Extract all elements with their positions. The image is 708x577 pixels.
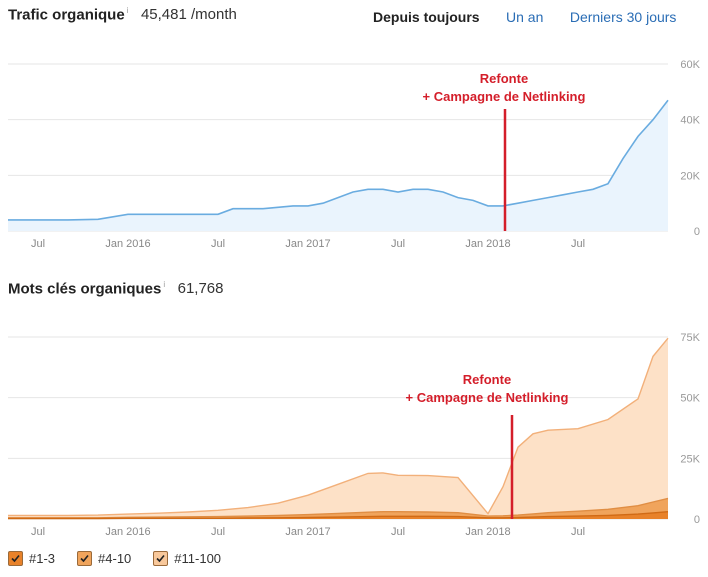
y-tick-label: 0 [694,226,700,238]
legend-label: #11-100 [174,551,222,566]
x-tick-label: Jul [391,238,405,250]
keywords-header: Mots clés organiques i 61,768 [8,280,224,298]
annotation-label: Refonte [463,372,511,387]
x-tick-label: Jul [211,238,225,250]
keywords-title: Mots clés organiques [8,280,162,298]
info-icon[interactable]: i [126,6,129,15]
traffic-header: Trafic organique i 45,481 /month [8,6,237,24]
traffic-line [8,99,669,221]
keywords-area-#11-100 [8,338,668,519]
traffic-chart: 0 20K 40K 60K Jul Jan 2016 Jul Jan 2017 Jul Jan 2… [8,59,701,250]
x-tick-label: Jan 2016 [105,526,150,538]
y-tick-label: 20K [680,170,700,182]
x-tick-label: Jul [571,238,585,250]
x-tick-label: Jan 2017 [285,238,330,250]
keywords-chart: 0 25K 50K 75K Jul Jan 2016 Jul Jan 2017 Jul Jan 2… [8,332,701,538]
x-tick-label: Jul [31,238,45,250]
legend-item-1-3[interactable]: #1-3 [8,551,55,566]
keywords-line-#4-10 [8,497,669,519]
range-one-year-button[interactable]: Un an [506,9,544,25]
x-tick-label: Jan 2016 [105,238,150,250]
x-tick-label: Jul [391,526,405,538]
y-tick-label: 75K [680,332,700,344]
keywords-value: 61,768 [177,280,224,298]
x-tick-label: Jan 2018 [465,526,510,538]
legend-item-11-100[interactable]: #11-100 [153,551,221,566]
x-tick-label: Jul [571,526,585,538]
info-icon[interactable]: i [163,280,166,289]
x-tick-label: Jan 2018 [465,238,510,250]
legend-item-4-10[interactable]: #4-10 [77,551,131,566]
y-tick-label: 0 [694,514,700,526]
legend-label: #1-3 [29,551,56,566]
checkbox-icon[interactable] [153,551,169,566]
legend-label: #4-10 [98,551,132,566]
y-tick-label: 40K [680,115,700,127]
annotation-label: Refonte [480,71,528,86]
x-tick-label: Jul [211,526,225,538]
legend: #1-3 #4-10 #11-100 [8,551,243,566]
annotation-label: + Campagne de Netlinking [423,89,586,104]
traffic-value: 45,481 /month [140,6,237,24]
traffic-area [8,100,668,231]
checkbox-icon[interactable] [8,551,23,566]
y-tick-label: 25K [680,453,700,465]
x-tick-label: Jul [31,526,45,538]
y-tick-label: 60K [680,59,700,71]
keywords-line-#1-3 [8,511,669,520]
traffic-title: Trafic organique [8,6,125,24]
annotation-label: + Campagne de Netlinking [406,390,569,405]
range-30-days-button[interactable]: Derniers 30 jours [569,9,677,25]
x-tick-label: Jan 2017 [285,526,330,538]
range-all-time-button[interactable]: Depuis toujours [373,9,480,25]
y-tick-label: 50K [680,393,700,405]
keywords-line-#11-100 [8,337,669,517]
range-selector: Depuis toujours Un an Derniers 30 jours [373,9,676,27]
checkbox-icon[interactable] [77,551,93,566]
